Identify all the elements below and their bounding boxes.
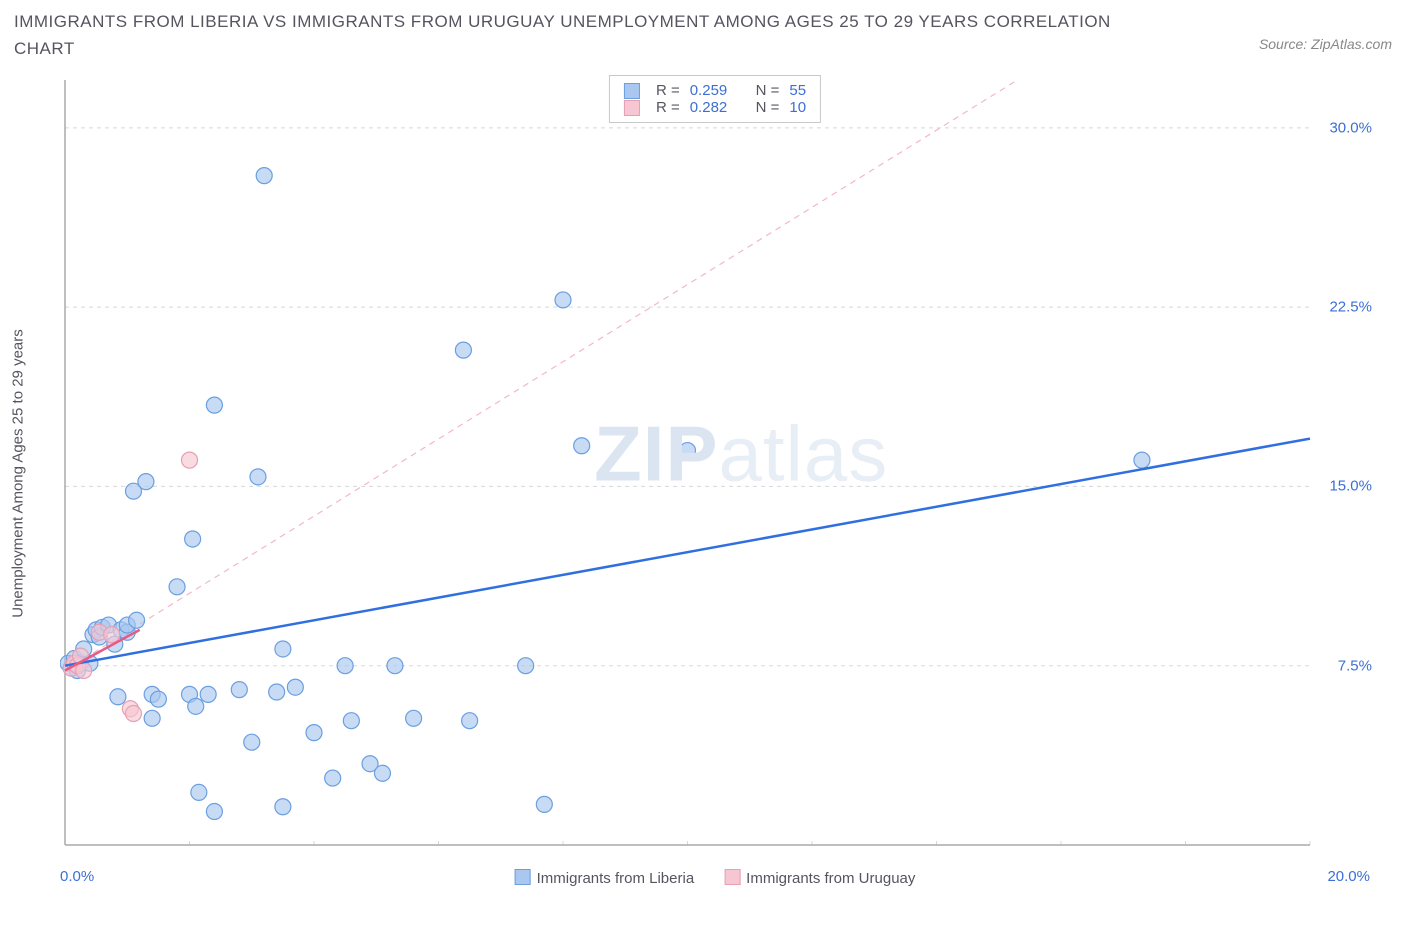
chart-svg [60,75,1370,865]
source-attribution: Source: ZipAtlas.com [1259,36,1392,52]
swatch-liberia [515,869,531,885]
x-axis-max: 20.0% [1327,868,1370,885]
y-tick-label: 22.5% [1329,299,1372,316]
stats-row-liberia: R = 0.259 N = 55 [624,82,806,99]
legend-liberia: Immigrants from Liberia [515,869,695,887]
x-axis-legend: Immigrants from Liberia Immigrants from … [515,869,916,887]
chart-title: IMMIGRANTS FROM LIBERIA VS IMMIGRANTS FR… [14,8,1114,62]
legend-uruguay: Immigrants from Uruguay [724,869,915,887]
swatch-uruguay-icon [624,100,640,116]
stats-row-uruguay: R = 0.282 N = 10 [624,99,806,116]
swatch-uruguay [724,869,740,885]
y-tick-label: 30.0% [1329,119,1372,136]
y-tick-label: 7.5% [1338,657,1372,674]
stats-legend: R = 0.259 N = 55 R = 0.282 N = 10 [609,75,821,123]
y-tick-label: 15.0% [1329,478,1372,495]
swatch-liberia-icon [624,83,640,99]
scatter-plot: ZIPatlas 7.5%15.0%22.5%30.0% 0.0% 20.0% … [60,75,1370,865]
y-axis-label: Unemployment Among Ages 25 to 29 years [10,329,27,618]
x-axis-min: 0.0% [60,868,94,885]
